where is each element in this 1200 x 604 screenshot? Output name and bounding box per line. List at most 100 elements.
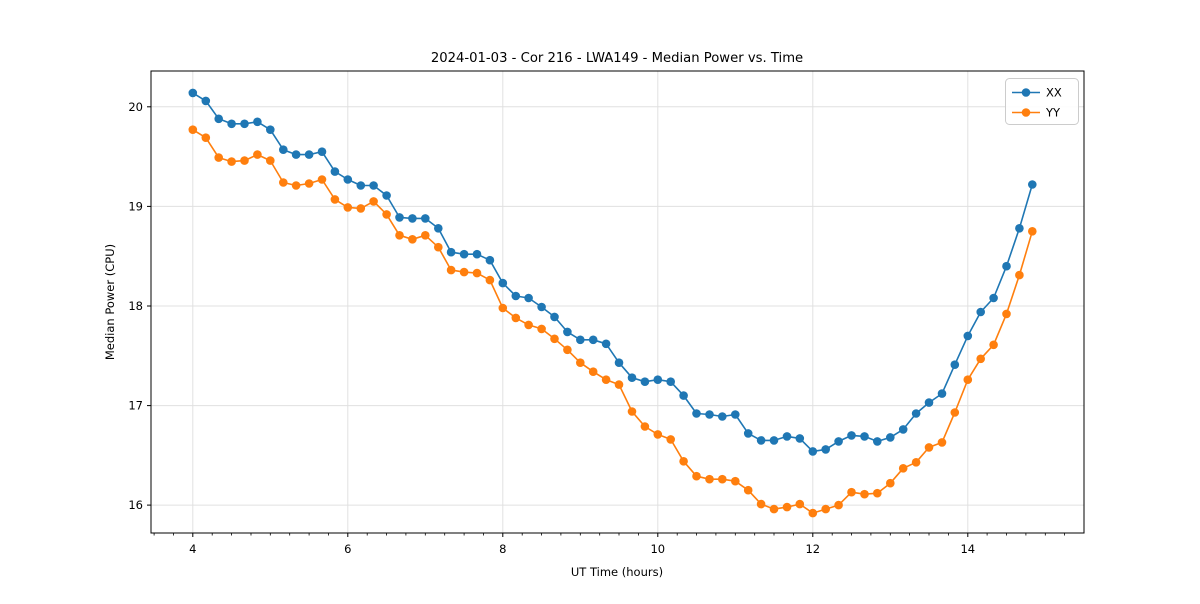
data-point-XX — [937, 389, 947, 398]
data-point-YY — [911, 458, 921, 467]
data-point-XX — [408, 214, 417, 223]
data-point-XX — [821, 445, 830, 454]
data-point-YY — [240, 156, 249, 165]
data-point-YY — [601, 375, 611, 385]
data-point-YY — [408, 235, 417, 244]
data-point-YY — [937, 438, 947, 447]
plot-border — [150, 70, 1085, 534]
data-point-YY — [266, 156, 275, 165]
data-point-XX — [317, 147, 327, 156]
data-point-YY — [459, 267, 469, 277]
x-tick-label: 14 — [960, 542, 975, 556]
data-point-XX — [1002, 261, 1011, 271]
data-point-XX — [588, 335, 598, 345]
gridlines — [151, 71, 1084, 533]
data-point-YY — [679, 457, 688, 466]
x-tick-label: 10 — [650, 542, 665, 556]
data-point-XX — [421, 214, 430, 223]
data-point-YY — [356, 204, 366, 213]
data-point-XX — [304, 150, 314, 159]
data-point-XX — [537, 302, 546, 312]
data-point-XX — [459, 249, 469, 259]
data-point-YY — [989, 340, 998, 350]
y-tick-label: 16 — [128, 498, 143, 512]
chart-title: 2024-01-03 - Cor 216 - LWA149 - Median P… — [431, 51, 803, 66]
data-point-YY — [304, 179, 314, 188]
data-point-XX — [976, 307, 985, 317]
series-line-XX — [192, 92, 1034, 453]
y-tick-label: 18 — [128, 299, 143, 313]
data-point-XX — [201, 96, 211, 106]
data-point-XX — [1015, 224, 1024, 233]
data-point-XX — [847, 431, 856, 440]
data-point-XX — [576, 335, 585, 345]
data-point-XX — [382, 191, 391, 200]
data-point-XX — [666, 377, 675, 387]
data-point-YY — [873, 488, 882, 498]
data-point-XX — [627, 373, 637, 383]
legend-label-XX: XX — [1046, 86, 1062, 100]
data-point-XX — [524, 293, 533, 303]
data-point-XX — [266, 125, 275, 134]
data-point-YY — [588, 367, 598, 377]
data-point-XX — [343, 175, 353, 184]
data-point-YY — [976, 354, 985, 364]
data-point-YY — [201, 133, 211, 142]
data-point-YY — [692, 471, 701, 481]
data-point-YY — [369, 197, 378, 206]
x-axis-label: UT Time (hours) — [571, 565, 663, 579]
data-point-XX — [898, 425, 908, 434]
data-point-XX — [601, 339, 611, 349]
data-point-YY — [834, 500, 843, 510]
data-point-XX — [511, 291, 521, 301]
x-tick-label: 12 — [805, 542, 820, 556]
data-point-XX — [989, 293, 998, 303]
data-point-XX — [808, 447, 818, 456]
data-point-YY — [563, 345, 572, 355]
data-point-YY — [291, 181, 301, 190]
data-point-XX — [640, 377, 650, 387]
data-point-YY — [898, 464, 908, 473]
data-point-XX — [679, 391, 688, 400]
data-point-XX — [356, 181, 366, 190]
legend-box — [1005, 78, 1079, 125]
data-point-YY — [330, 195, 340, 204]
data-point-XX — [963, 331, 973, 341]
data-point-YY — [963, 375, 973, 385]
data-point-XX — [731, 410, 740, 419]
data-point-XX — [434, 224, 443, 233]
data-point-YY — [924, 443, 934, 452]
data-point-XX — [614, 358, 624, 368]
data-point-YY — [524, 320, 533, 330]
data-point-YY — [614, 380, 624, 389]
data-point-YY — [860, 489, 869, 499]
data-point-XX — [485, 255, 495, 265]
data-point-YY — [511, 313, 521, 323]
data-point-YY — [1028, 227, 1037, 236]
data-point-XX — [873, 437, 882, 446]
data-point-YY — [343, 203, 353, 212]
data-point-XX — [653, 375, 663, 385]
data-point-YY — [279, 178, 288, 187]
data-point-XX — [1028, 180, 1037, 189]
data-point-XX — [279, 145, 288, 154]
legend-marker-XX — [1021, 88, 1031, 97]
data-point-XX — [782, 432, 792, 441]
data-point-XX — [550, 312, 559, 322]
data-point-YY — [731, 476, 740, 486]
legend-label-YY: YY — [1045, 106, 1061, 120]
data-point-YY — [498, 303, 508, 313]
data-point-XX — [911, 409, 921, 418]
data-point-YY — [653, 430, 663, 439]
data-point-YY — [434, 242, 443, 252]
data-point-YY — [769, 504, 779, 514]
data-point-YY — [576, 358, 585, 368]
data-point-XX — [834, 437, 843, 446]
data-point-YY — [382, 210, 391, 219]
data-point-XX — [756, 436, 766, 445]
data-point-YY — [446, 265, 456, 275]
data-point-XX — [886, 433, 895, 442]
series-line-YY — [192, 129, 1034, 514]
y-tick-label: 19 — [128, 199, 143, 213]
x-tick-label: 8 — [499, 542, 506, 556]
